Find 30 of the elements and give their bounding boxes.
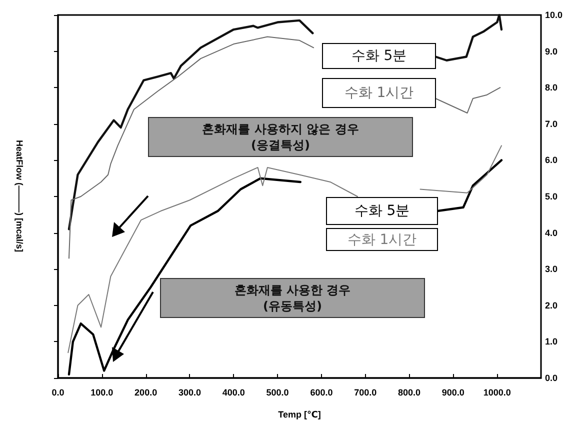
y-tick-label: 8.0 <box>545 82 558 93</box>
x-tick-label: 500.0 <box>266 388 289 398</box>
y-tick-label: 9.0 <box>545 46 558 56</box>
x-tick-label: 600.0 <box>310 388 333 398</box>
x-tick-label: 400.0 <box>222 388 245 398</box>
y-axis-title: HeatFlow (———) [mcal/s] <box>14 140 24 252</box>
y-tick-label: 7.0 <box>545 118 558 129</box>
series-label: 수화 5분 <box>354 202 410 220</box>
y-tick-label: 10.0 <box>545 10 563 20</box>
x-tick-label: 100.0 <box>90 388 114 398</box>
y-tick-label: 2.0 <box>545 300 558 310</box>
x-tick-label: 300.0 <box>178 388 201 398</box>
x-tick-label: 900.0 <box>442 388 464 398</box>
text: 수화 5분 <box>351 47 407 65</box>
annotation: 혼화재를 사용하지 않은 경우 (응결특성) <box>202 121 359 153</box>
y-tick-label: 3.0 <box>545 264 558 274</box>
series-label: 수화 1시간 <box>344 84 414 102</box>
x-tick-label: 1000.0 <box>483 388 511 398</box>
y-tick-label: 6.0 <box>545 155 558 166</box>
x-tick-label: 800.0 <box>398 388 421 398</box>
x-axis-title: Temp [℃] <box>278 410 321 420</box>
x-tick-label: 700.0 <box>354 388 377 398</box>
y-tick-label: 5.0 <box>545 192 558 202</box>
y-tick-label: 1.0 <box>545 336 558 347</box>
annotation: 혼화재를 사용한 경우 (유동특성) <box>234 282 351 314</box>
text: 수화 1시간 <box>347 230 417 248</box>
x-tick-label: 0.0 <box>52 388 64 398</box>
y-tick-label: 4.0 <box>545 228 558 238</box>
y-tick-label: 0.0 <box>545 373 558 383</box>
x-tick-label: 200.0 <box>134 388 158 398</box>
